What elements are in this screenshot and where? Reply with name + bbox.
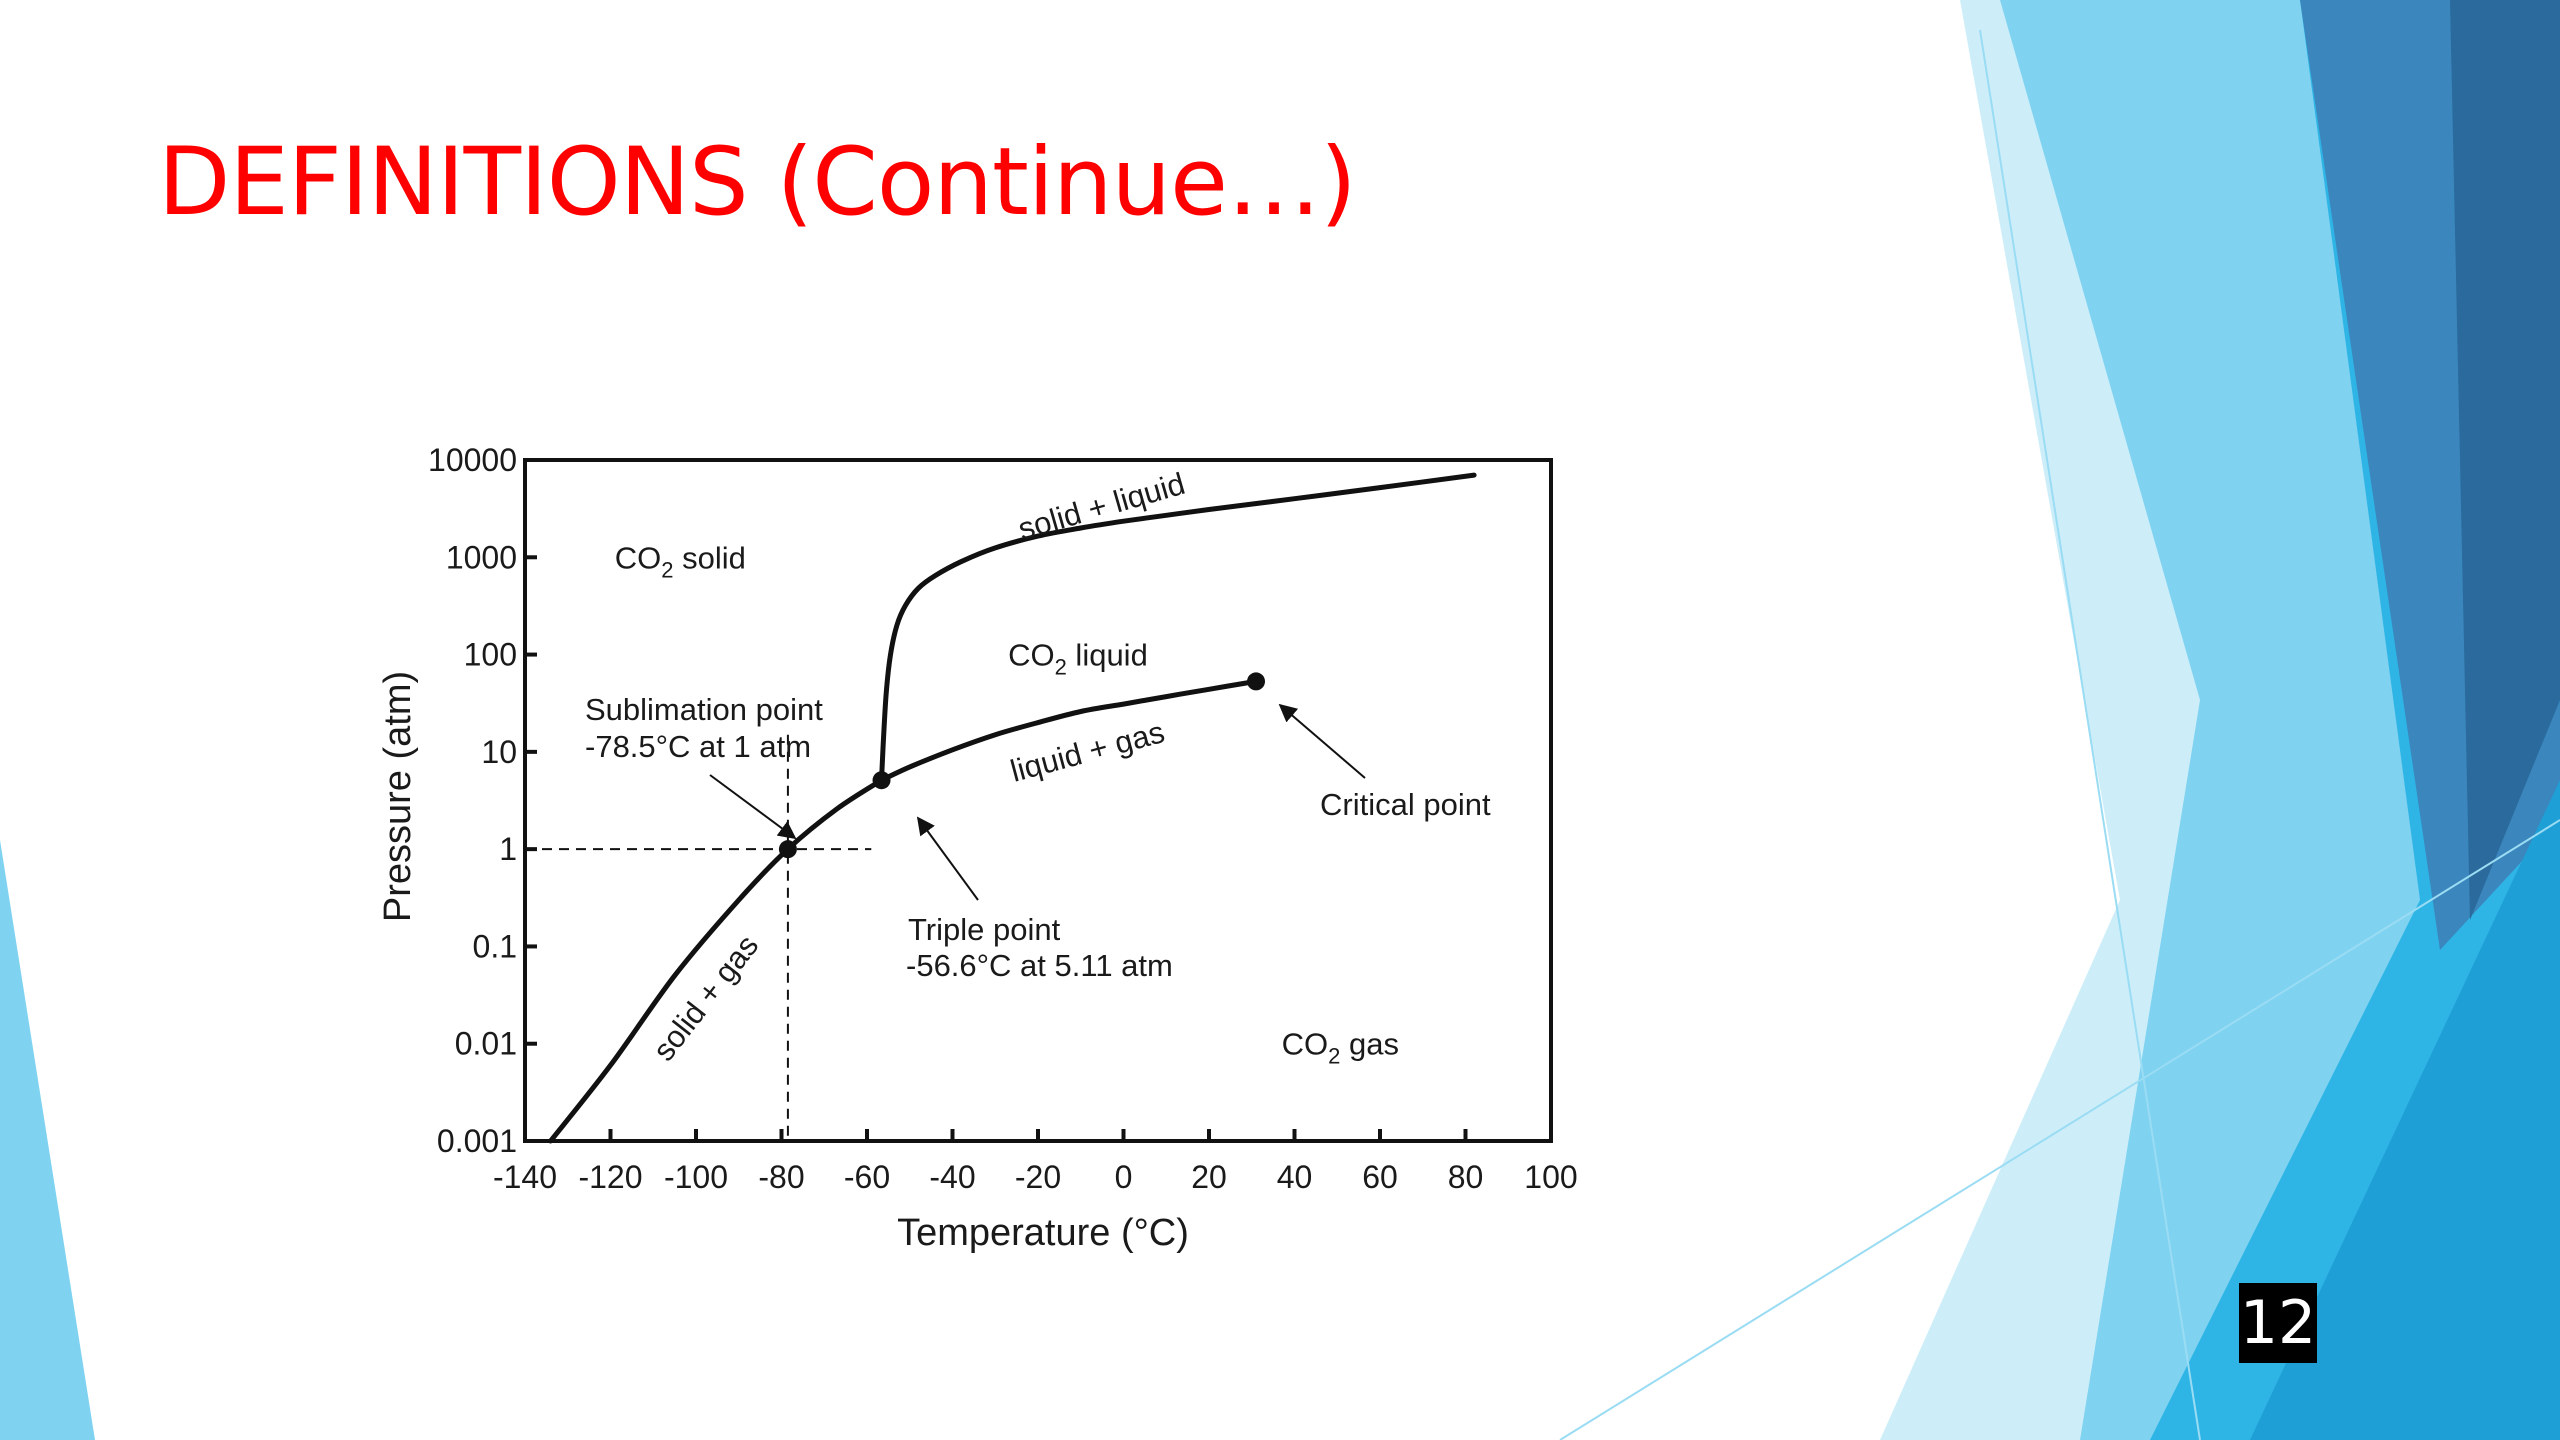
region-liquid-main: CO <box>1008 638 1054 673</box>
x-tick-label: -120 <box>578 1159 642 1195</box>
x-tick-label: 0 <box>1115 1159 1133 1195</box>
x-tick-label: -100 <box>664 1159 728 1195</box>
region-label-co2-gas: CO2 gas <box>1282 1027 1399 1069</box>
bg-thin-line-1 <box>1979 29 2201 1440</box>
x-tick-label: 60 <box>1362 1159 1398 1195</box>
melting-curve <box>879 472 1477 783</box>
reference-lines <box>525 734 872 1141</box>
x-tick-label: -60 <box>844 1159 890 1195</box>
critical-point-marker <box>1247 672 1266 691</box>
y-tick-label: 0.001 <box>437 1123 517 1159</box>
bg-shape-dark-right <box>2450 0 2560 920</box>
y-tick-label: 0.1 <box>473 928 517 964</box>
region-solid-subscript: 2 <box>661 557 673 582</box>
bg-shape-bottom-right <box>2250 780 2560 1440</box>
region-gas-rest: gas <box>1340 1027 1399 1062</box>
label-solid-gas: solid + gas <box>646 928 765 1067</box>
x-tick-label: -20 <box>1015 1159 1061 1195</box>
x-tick-label: -140 <box>493 1159 557 1195</box>
region-gas-subscript: 2 <box>1328 1044 1340 1069</box>
region-solid-rest: solid <box>674 540 746 575</box>
bg-shape-left <box>0 840 95 1440</box>
y-tick-label: 1 <box>499 831 517 867</box>
bg-thin-line-2 <box>1559 819 2560 1440</box>
region-gas-main: CO <box>1282 1027 1329 1062</box>
y-axis-label: Pressure (atm) <box>377 671 419 922</box>
y-axis-ticks: 0.001 0.01 0.1 1 10 100 1000 10000 <box>428 442 537 1159</box>
label-sublimation-value: -78.5°C at 1 atm <box>585 729 811 764</box>
x-tick-label: -80 <box>758 1159 804 1195</box>
region-label-co2-solid: CO2 solid <box>615 540 746 582</box>
x-axis-ticks: -140 -120 -100 -80 -60 -40 -20 0 20 40 60 80 100 <box>493 1129 1578 1195</box>
x-tick-label: 20 <box>1191 1159 1227 1195</box>
y-tick-label: 100 <box>464 637 517 673</box>
phase-points <box>778 672 1266 859</box>
arrow-critical <box>1278 703 1366 779</box>
y-tick-label: 1000 <box>446 539 517 575</box>
arrow-triple <box>916 816 979 901</box>
slide-title: DEFINITIONS (Continue…) <box>158 128 1357 237</box>
slide-number: 12 <box>2239 1283 2317 1363</box>
label-triple-point: Triple point <box>908 912 1061 947</box>
triple-point-marker <box>872 771 891 790</box>
sublimation-point-marker <box>778 840 797 859</box>
region-liquid-rest: liquid <box>1067 638 1148 673</box>
y-tick-label: 0.01 <box>455 1026 517 1062</box>
sublimation-curve <box>548 777 884 1144</box>
x-tick-label: -40 <box>929 1159 975 1195</box>
vaporization-curve <box>879 678 1259 783</box>
label-solid-liquid: solid + liquid <box>1014 466 1188 547</box>
region-liquid-subscript: 2 <box>1055 655 1067 680</box>
region-solid-main: CO <box>615 540 662 575</box>
x-tick-label: 80 <box>1448 1159 1484 1195</box>
label-sublimation-point: Sublimation point <box>585 692 823 727</box>
region-label-co2-liquid: CO2 liquid <box>1008 638 1148 680</box>
x-axis-label: Temperature (°C) <box>897 1212 1189 1254</box>
label-triple-value: -56.6°C at 5.11 atm <box>906 948 1173 983</box>
y-tick-label: 10000 <box>428 442 517 478</box>
phase-curves <box>548 472 1477 1144</box>
arrow-sublimation <box>709 774 797 840</box>
label-critical-point: Critical point <box>1320 787 1491 822</box>
x-tick-label: 40 <box>1277 1159 1313 1195</box>
x-tick-label: 100 <box>1524 1159 1577 1195</box>
y-tick-label: 10 <box>481 734 517 770</box>
